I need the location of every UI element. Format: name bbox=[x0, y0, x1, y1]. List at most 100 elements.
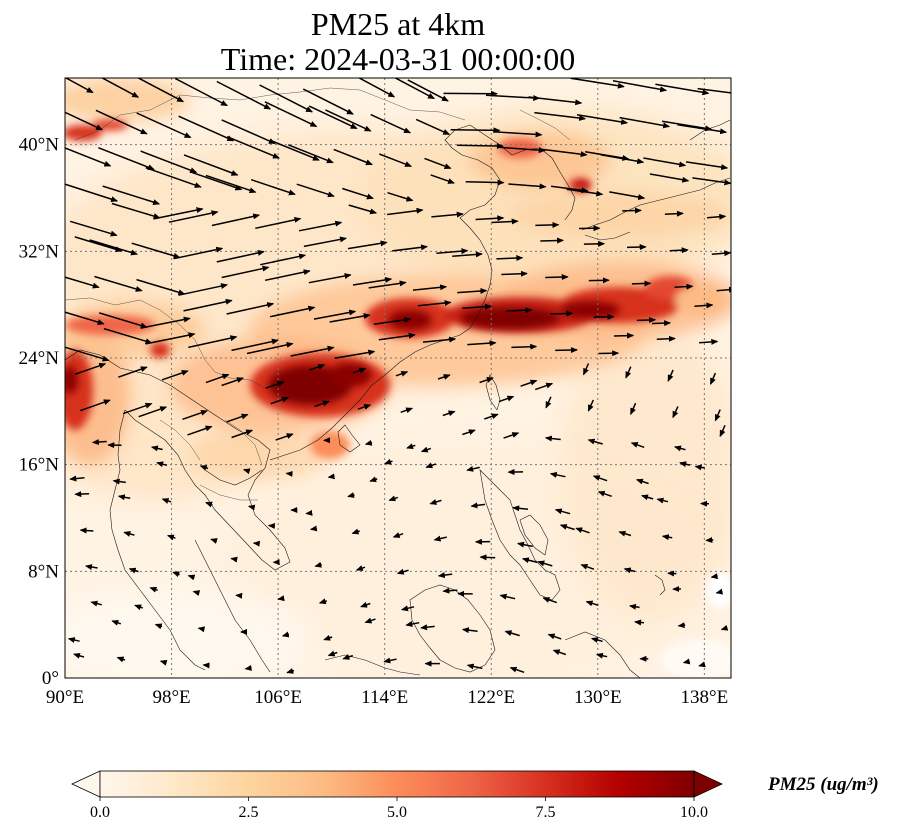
wind-arrow bbox=[405, 621, 420, 627]
wind-arrow bbox=[172, 571, 180, 578]
colorbar-under-extend bbox=[71, 770, 101, 798]
wind-arrow bbox=[396, 568, 409, 575]
wind-arrow bbox=[134, 604, 143, 611]
wind-arrow bbox=[364, 439, 373, 446]
wind-arrow bbox=[622, 207, 642, 214]
wind-arrow bbox=[545, 274, 569, 281]
wind-arrow bbox=[128, 567, 139, 574]
wind-arrow bbox=[136, 78, 184, 103]
wind-arrow bbox=[281, 631, 290, 638]
wind-arrow bbox=[156, 461, 168, 468]
wind-arrow bbox=[387, 207, 424, 216]
wind-arrow bbox=[634, 619, 645, 626]
wind-arrow bbox=[465, 179, 505, 186]
wind-arrow bbox=[136, 112, 192, 139]
wind-arrow bbox=[378, 332, 416, 341]
wind-arrow bbox=[173, 246, 224, 260]
wind-arrow bbox=[145, 332, 196, 345]
wind-arrow bbox=[102, 185, 161, 205]
wind-arrow bbox=[420, 446, 432, 453]
wind-arrow bbox=[674, 283, 694, 290]
wind-arrow bbox=[501, 270, 528, 277]
wind-arrow bbox=[570, 78, 625, 89]
wind-arrow bbox=[131, 242, 181, 259]
wind-arrow bbox=[205, 373, 230, 384]
wind-arrow bbox=[221, 119, 276, 145]
wind-arrow bbox=[393, 78, 435, 100]
wind-arrow bbox=[216, 249, 265, 263]
wind-arrow bbox=[166, 534, 176, 541]
wind-arrow bbox=[542, 597, 558, 604]
wind-arrow bbox=[466, 663, 483, 670]
wind-arrow bbox=[407, 79, 449, 102]
wind-arrow bbox=[348, 204, 378, 215]
wind-arrow bbox=[667, 369, 674, 382]
wind-arrow bbox=[630, 442, 645, 449]
wind-arrow bbox=[679, 461, 691, 468]
wind-arrow bbox=[406, 443, 416, 450]
wind-arrow bbox=[364, 617, 376, 624]
wind-arrow bbox=[415, 118, 451, 135]
wind-arrow bbox=[600, 154, 645, 165]
wind-arrow bbox=[555, 347, 578, 354]
wind-arrow bbox=[694, 302, 714, 309]
wind-arrow bbox=[325, 109, 372, 132]
wind-arrow bbox=[264, 269, 311, 282]
wind-arrow bbox=[329, 313, 371, 323]
wind-arrow bbox=[509, 666, 525, 674]
wind-arrow bbox=[674, 445, 686, 452]
colorbar-label: PM25 (ug/m³) bbox=[768, 774, 879, 796]
wind-arrow bbox=[597, 490, 612, 498]
wind-arrow bbox=[65, 111, 104, 131]
country-borders bbox=[65, 87, 571, 501]
wind-arrow bbox=[226, 136, 280, 159]
wind-arrow bbox=[161, 370, 189, 381]
wind-arrow bbox=[719, 424, 726, 438]
wind-arrow bbox=[664, 210, 684, 217]
wind-arrow bbox=[360, 601, 371, 608]
wind-arrow bbox=[661, 534, 673, 541]
lon-tick-label: 122°E bbox=[467, 687, 515, 708]
lat-tick-label: 8°N bbox=[28, 561, 59, 582]
wind-arrow bbox=[554, 508, 571, 515]
wind-arrow bbox=[544, 435, 561, 442]
wind-arrow bbox=[542, 148, 588, 158]
wind-arrow bbox=[183, 298, 233, 312]
wind-arrow bbox=[669, 247, 689, 254]
map-frame bbox=[64, 77, 732, 679]
wind-arrow bbox=[342, 187, 374, 200]
wind-arrow bbox=[79, 527, 94, 534]
wind-arrow bbox=[629, 603, 640, 610]
wind-arrow bbox=[592, 475, 608, 482]
wind-arrow bbox=[333, 148, 373, 166]
wind-arrow bbox=[534, 382, 554, 391]
wind-arrow bbox=[259, 84, 313, 113]
wind-arrow bbox=[417, 300, 452, 307]
wind-arrow bbox=[520, 379, 538, 387]
wind-arrow bbox=[521, 557, 538, 564]
wind-arrow bbox=[422, 336, 457, 343]
wind-arrow bbox=[462, 429, 476, 436]
wind-arrow bbox=[357, 78, 396, 98]
wind-arrow bbox=[504, 630, 520, 637]
wind-arrow bbox=[69, 475, 85, 482]
wind-arrow bbox=[74, 491, 90, 498]
wind-arrow bbox=[265, 381, 285, 389]
wind-arrow bbox=[613, 332, 635, 339]
wind-arrow bbox=[479, 554, 496, 561]
wind-arrow bbox=[392, 532, 404, 538]
wind-vectors bbox=[65, 78, 731, 674]
lat-tick-label: 0° bbox=[42, 668, 59, 689]
wind-arrow bbox=[89, 239, 138, 256]
wind-arrow bbox=[442, 410, 456, 417]
wind-arrow bbox=[698, 661, 706, 668]
wind-arrow bbox=[720, 624, 729, 631]
wind-arrow bbox=[383, 657, 397, 664]
wind-arrow bbox=[433, 535, 447, 542]
wind-arrow bbox=[491, 218, 519, 225]
wind-arrow bbox=[183, 154, 239, 176]
wind-arrow bbox=[178, 283, 228, 296]
wind-arrow bbox=[550, 310, 574, 317]
wind-arrow bbox=[298, 220, 343, 232]
